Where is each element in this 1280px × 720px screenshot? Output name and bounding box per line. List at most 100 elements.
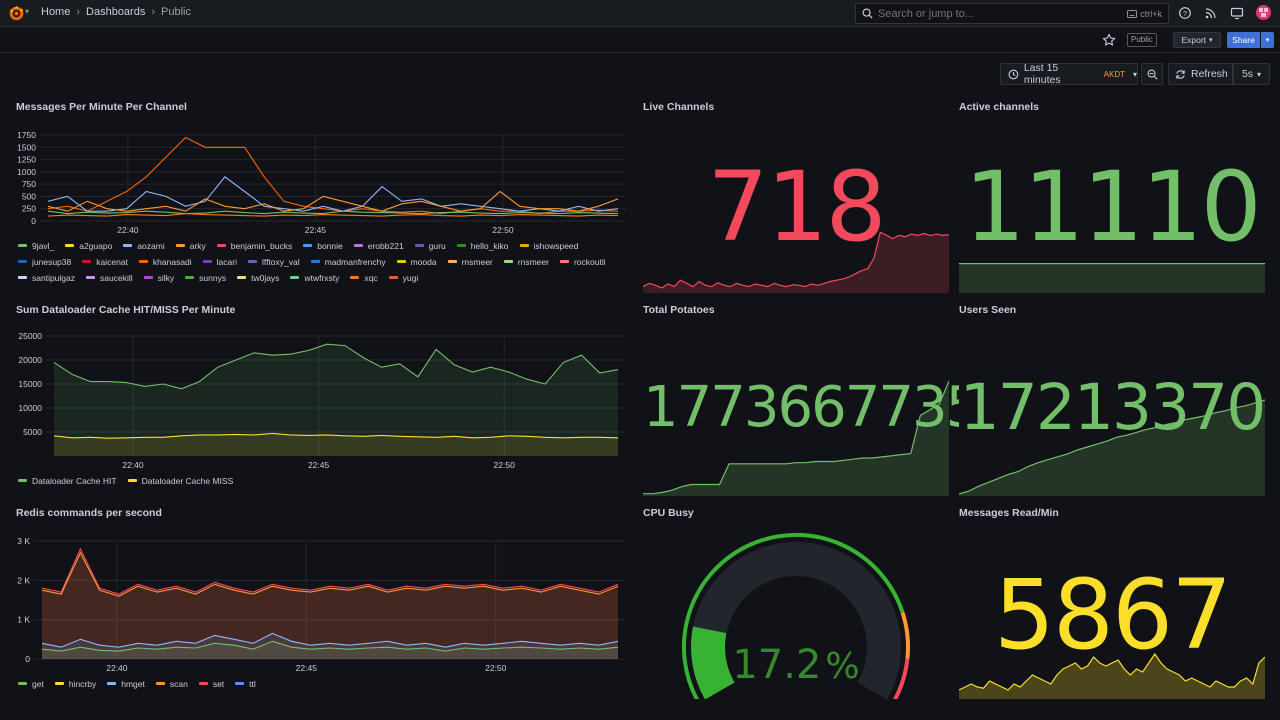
- breadcrumb-home[interactable]: Home: [41, 6, 71, 18]
- legend-item[interactable]: wtwfrxsty: [290, 272, 339, 283]
- legend-item[interactable]: bonnie: [303, 240, 343, 251]
- legend-item[interactable]: Dataloader Cache MISS: [127, 475, 233, 486]
- export-button[interactable]: Export ▾: [1173, 32, 1221, 48]
- legend-item[interactable]: arky: [175, 240, 206, 251]
- legend-swatch: [65, 244, 75, 247]
- legend-swatch: [350, 276, 360, 279]
- legend-item[interactable]: hello_kiko: [456, 240, 509, 251]
- news-rss-icon[interactable]: [1204, 6, 1218, 20]
- legend-item[interactable]: rnsmeer: [447, 256, 493, 267]
- legend-label: xqc: [364, 272, 378, 283]
- time-range-picker[interactable]: Last 15 minutes AKDT ▾: [1000, 62, 1138, 86]
- zoom-out-button[interactable]: [1141, 63, 1163, 85]
- sparkline-line: [643, 380, 949, 495]
- dataloader-area-chart[interactable]: 5000 10000 15000 20000 25000 22:40 22:45 22:50: [16, 326, 628, 474]
- legend-item[interactable]: aozami: [123, 240, 165, 251]
- legend-item[interactable]: madmanfrenchy: [310, 256, 386, 267]
- legend-item[interactable]: ttl: [235, 678, 256, 689]
- menu-chevron-down-icon[interactable]: ▾: [25, 7, 30, 16]
- legend-item[interactable]: tw0jays: [237, 272, 279, 283]
- active-channels-sparkline: [959, 263, 1265, 293]
- series-line: [41, 632, 619, 648]
- legend-swatch: [414, 244, 424, 247]
- breadcrumb-dashboards[interactable]: Dashboards: [86, 6, 146, 18]
- help-icon[interactable]: ?: [1178, 6, 1192, 20]
- search-icon: [862, 8, 873, 19]
- legend-item[interactable]: guru: [414, 240, 446, 251]
- legend-item[interactable]: get: [18, 678, 44, 689]
- legend-item[interactable]: rockoutli: [559, 256, 606, 267]
- legend-item[interactable]: yugi: [388, 272, 418, 283]
- legend-label: guru: [428, 240, 446, 251]
- legend-item[interactable]: Dataloader Cache HIT: [18, 475, 117, 486]
- y-tick-label: 1750: [17, 130, 36, 140]
- user-avatar[interactable]: [1256, 5, 1271, 20]
- messages-line-chart[interactable]: 0 250 500 750 1000 1250 1500 1750 22:40 22:45 22:5…: [16, 125, 628, 239]
- x-tick-label: 22:50: [492, 225, 514, 235]
- legend-swatch: [18, 682, 27, 685]
- legend-item[interactable]: kaicenat: [82, 256, 128, 267]
- clock-icon: [1008, 69, 1019, 79]
- legend-swatch: [155, 682, 165, 685]
- legend-item[interactable]: lfftoxy_val: [247, 256, 300, 267]
- legend-item[interactable]: saucekill: [86, 272, 133, 283]
- panel-redis-commands: Redis commands per second 0 1 K 2 K 3 K 22:4…: [16, 507, 628, 697]
- x-tick-label: 22:45: [305, 225, 327, 235]
- legend-item[interactable]: junesup38: [18, 256, 71, 267]
- legend-item[interactable]: santipulgaz: [18, 272, 75, 283]
- legend-item[interactable]: ishowspeed: [519, 240, 578, 251]
- x-tick-label: 22:45: [296, 663, 318, 673]
- legend-messages: 9javl_ a2guapo aozami arky benjamin_bucks bon…: [18, 240, 628, 283]
- share-button[interactable]: Share: [1227, 32, 1260, 48]
- y-tick-label: 5000: [23, 427, 42, 437]
- star-favorite-icon[interactable]: [1102, 33, 1116, 47]
- legend-label: mooda: [410, 256, 437, 267]
- legend-item[interactable]: set: [198, 678, 224, 689]
- y-tick-label: 20000: [18, 355, 42, 365]
- legend-item[interactable]: scan: [155, 678, 188, 689]
- legend-item[interactable]: a2guapo: [65, 240, 112, 251]
- gauge-threshold-green: [681, 532, 905, 699]
- legend-label: tw0jays: [251, 272, 280, 283]
- legend-item[interactable]: rnsmeer: [503, 256, 549, 267]
- kiosk-monitor-icon[interactable]: [1230, 6, 1244, 20]
- legend-swatch: [18, 244, 27, 247]
- series-line: [41, 640, 619, 652]
- legend-item[interactable]: xqc: [350, 272, 378, 283]
- series-line: [47, 213, 619, 217]
- legend-label: 9javl_: [32, 240, 55, 251]
- legend-swatch: [202, 260, 212, 263]
- legend-item[interactable]: khanasadi: [138, 256, 192, 267]
- legend-item[interactable]: benjamin_bucks: [216, 240, 292, 251]
- dashboard-toolbar: [0, 27, 1280, 53]
- grafana-logo-icon[interactable]: [8, 5, 25, 22]
- x-tick-label: 22:45: [308, 460, 330, 470]
- legend-label: sunnys: [199, 272, 227, 283]
- legend-item[interactable]: silky: [143, 272, 174, 283]
- y-tick-label: 750: [22, 179, 36, 189]
- series-area: [42, 552, 618, 659]
- legend-item[interactable]: mooda: [396, 256, 437, 267]
- panel-live-channels: Live Channels 718: [643, 101, 949, 293]
- stat-value: 17213370: [959, 371, 1267, 444]
- share-options-chevron-down-icon[interactable]: ▾: [1261, 32, 1274, 48]
- legend-label: arky: [189, 240, 206, 251]
- refresh-button[interactable]: Refresh: [1168, 63, 1233, 85]
- search-box[interactable]: ctrl+k: [855, 3, 1169, 24]
- legend-item[interactable]: erobb221: [353, 240, 404, 251]
- legend-item[interactable]: sunnys: [185, 272, 226, 283]
- series-line: [53, 432, 619, 439]
- legend-item[interactable]: 9javl_: [18, 240, 54, 251]
- stat-value: 718: [707, 151, 886, 263]
- legend-swatch: [247, 260, 257, 263]
- legend-swatch: [18, 276, 27, 279]
- series-line: [47, 190, 619, 212]
- redis-area-chart[interactable]: 0 1 K 2 K 3 K 22:40 22:45 22:50: [16, 531, 628, 677]
- legend-item[interactable]: hmget: [107, 678, 145, 689]
- legend-item[interactable]: hincrby: [54, 678, 97, 689]
- refresh-interval-picker[interactable]: 5s ▾: [1233, 63, 1270, 85]
- legend-item[interactable]: lacari: [202, 256, 237, 267]
- search-input[interactable]: [878, 7, 1128, 20]
- legend-label: aozami: [137, 240, 165, 251]
- legend-label: hincrby: [68, 678, 97, 689]
